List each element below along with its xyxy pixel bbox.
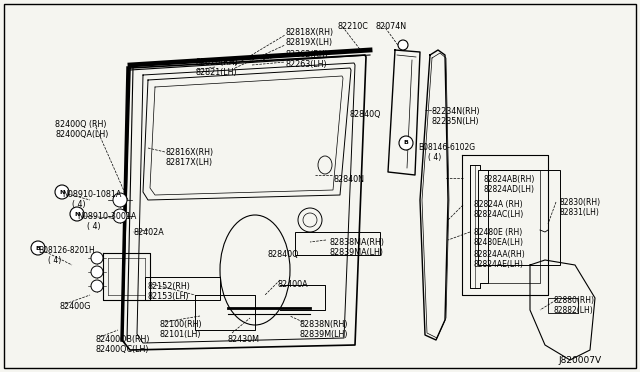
Text: 82400G: 82400G: [60, 302, 92, 311]
Text: 82840N: 82840N: [334, 175, 365, 184]
Text: N08910-3001A: N08910-3001A: [77, 212, 136, 221]
Text: 82480EA(LH): 82480EA(LH): [474, 238, 524, 247]
Text: 82152(RH): 82152(RH): [148, 282, 191, 291]
Text: 82480E (RH): 82480E (RH): [474, 228, 522, 237]
Circle shape: [399, 136, 413, 150]
Text: ( 4): ( 4): [428, 153, 441, 162]
Circle shape: [113, 193, 127, 207]
Text: 82430M: 82430M: [228, 335, 260, 344]
Text: 82818X(RH): 82818X(RH): [285, 28, 333, 37]
Text: 82400QA(LH): 82400QA(LH): [55, 130, 108, 139]
Text: ( 4): ( 4): [87, 222, 100, 231]
Text: 82839M(LH): 82839M(LH): [300, 330, 349, 339]
Text: 82880(RH): 82880(RH): [554, 296, 595, 305]
Text: 82838N(RH): 82838N(RH): [300, 320, 349, 329]
Text: 82840Q: 82840Q: [350, 110, 381, 119]
Text: 82402A: 82402A: [133, 228, 164, 237]
Text: ( 4): ( 4): [72, 200, 86, 209]
Text: 82100(RH): 82100(RH): [160, 320, 203, 329]
Circle shape: [55, 185, 69, 199]
Text: N: N: [74, 212, 80, 217]
Text: B08146-6102G: B08146-6102G: [418, 143, 475, 152]
Text: 82153(LH): 82153(LH): [148, 292, 189, 301]
Text: B: B: [404, 141, 408, 145]
Text: 82839MA(LH): 82839MA(LH): [330, 248, 384, 257]
Text: 82824AB(RH): 82824AB(RH): [483, 175, 534, 184]
Text: B08126-8201H: B08126-8201H: [38, 246, 95, 255]
Text: 82831(LH): 82831(LH): [560, 208, 600, 217]
Circle shape: [113, 209, 127, 223]
Text: 82838MA(RH): 82838MA(RH): [330, 238, 385, 247]
Text: 82824AD(LH): 82824AD(LH): [483, 185, 534, 194]
Text: 82101(LH): 82101(LH): [160, 330, 202, 339]
Text: 82400QC(LH): 82400QC(LH): [95, 345, 148, 354]
Text: 82824AC(LH): 82824AC(LH): [474, 210, 524, 219]
Text: 82821(LH): 82821(LH): [196, 68, 237, 77]
Text: 82840Q: 82840Q: [268, 250, 300, 259]
Text: 82234N(RH): 82234N(RH): [432, 107, 481, 116]
Text: 82400Q (RH): 82400Q (RH): [55, 120, 106, 129]
Text: 82820(RH): 82820(RH): [196, 58, 239, 67]
Text: 82824AE(LH): 82824AE(LH): [474, 260, 524, 269]
Circle shape: [70, 207, 84, 221]
Circle shape: [91, 252, 103, 264]
Circle shape: [398, 40, 408, 50]
Text: ( 4): ( 4): [48, 256, 61, 265]
Circle shape: [91, 280, 103, 292]
Text: B: B: [36, 246, 40, 250]
Bar: [295, 232, 380, 255]
Text: 82074N: 82074N: [376, 22, 407, 31]
Text: 82824AA(RH): 82824AA(RH): [474, 250, 525, 259]
Text: 82824A (RH): 82824A (RH): [474, 200, 523, 209]
Text: 82400QB(RH): 82400QB(RH): [95, 335, 150, 344]
Text: N: N: [60, 189, 65, 195]
Text: 82210C: 82210C: [338, 22, 369, 31]
Text: J820007V: J820007V: [558, 356, 601, 365]
Bar: [145, 277, 220, 300]
Text: 82263(LH): 82263(LH): [285, 60, 326, 69]
Circle shape: [31, 241, 45, 255]
Bar: [548, 298, 578, 313]
Text: 82817X(LH): 82817X(LH): [165, 158, 212, 167]
Text: 82882(LH): 82882(LH): [554, 306, 594, 315]
Text: 82819X(LH): 82819X(LH): [285, 38, 332, 47]
Circle shape: [91, 266, 103, 278]
Text: 82816X(RH): 82816X(RH): [165, 148, 213, 157]
Text: 82235N(LH): 82235N(LH): [432, 117, 479, 126]
Text: 82830(RH): 82830(RH): [560, 198, 601, 207]
Text: 82262(RH): 82262(RH): [285, 50, 328, 59]
Text: N08910-1081A: N08910-1081A: [62, 190, 122, 199]
Text: 82400A: 82400A: [278, 280, 308, 289]
Bar: [478, 170, 560, 265]
